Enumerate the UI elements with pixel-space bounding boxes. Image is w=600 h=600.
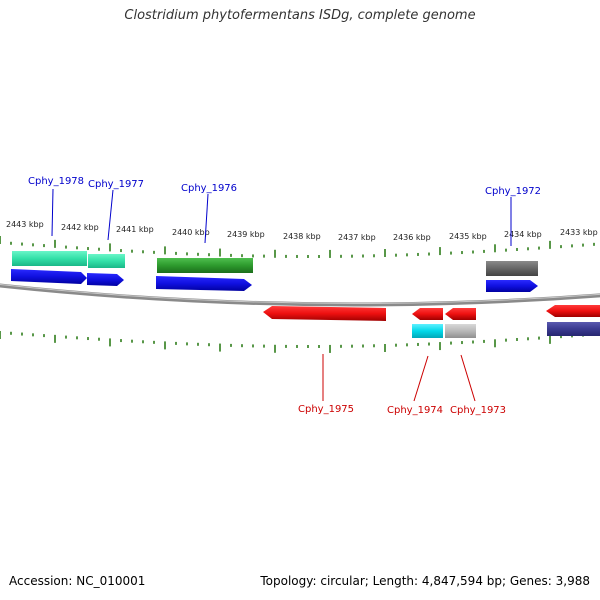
scale-label: 2440 kbp	[172, 228, 210, 237]
gene-arrow-cphy-1972[interactable]	[486, 280, 538, 292]
scale-ticks-top	[0, 236, 595, 258]
leader-line	[460, 354, 476, 402]
gene-arrow-cphy-1977[interactable]	[87, 273, 124, 286]
feature-bar-green[interactable]	[157, 258, 253, 273]
feature-track-lower	[412, 322, 600, 338]
scale-label: 2435 kbp	[449, 232, 487, 241]
scale-label: 2436 kbp	[393, 233, 431, 242]
feature-bar-cyan[interactable]	[412, 324, 443, 338]
genome-backbone-highlight	[0, 284, 600, 304]
gene-label-cphy-1972[interactable]: Cphy_1972	[485, 186, 541, 197]
gene-arrow-offscreen[interactable]	[546, 305, 600, 317]
reverse-cds-track	[263, 305, 600, 321]
leader-line	[413, 355, 429, 402]
gene-label-cphy-1978[interactable]: Cphy_1978	[28, 176, 84, 187]
feature-bar-teal[interactable]	[88, 254, 125, 268]
feature-bar-teal[interactable]	[12, 251, 87, 266]
map-title: Clostridium phytofermentans ISDg, comple…	[124, 8, 476, 23]
gene-label-cphy-1975[interactable]: Cphy_1975	[298, 404, 354, 415]
gene-arrow-cphy-1975[interactable]	[263, 306, 386, 321]
gene-label-cphy-1977[interactable]: Cphy_1977	[88, 179, 144, 190]
gene-arrow-cphy-1976[interactable]	[156, 276, 252, 291]
scale-ticks-bottom	[0, 331, 595, 353]
scale-label: 2438 kbp	[283, 232, 321, 241]
scale-labels: 2443 kbp 2442 kbp 2441 kbp 2440 kbp 2439…	[6, 220, 598, 242]
genome-summary-text: Topology: circular; Length: 4,847,594 bp…	[260, 574, 590, 588]
feature-bar-lightgray[interactable]	[445, 324, 476, 338]
scale-label: 2442 kbp	[61, 223, 99, 232]
feature-bar-gray[interactable]	[486, 261, 538, 276]
leader-line	[51, 188, 54, 237]
scale-label: 2441 kbp	[116, 225, 154, 234]
feature-track-upper	[12, 251, 538, 276]
feature-bar-navy[interactable]	[547, 322, 600, 336]
gene-label-leaders	[51, 188, 512, 402]
scale-label: 2434 kbp	[504, 230, 542, 239]
gene-label-cphy-1973[interactable]: Cphy_1973	[450, 405, 506, 416]
leader-line	[204, 193, 209, 244]
scale-label: 2433 kbp	[560, 228, 598, 237]
gene-arrow-cphy-1973[interactable]	[445, 308, 476, 320]
accession-text: Accession: NC_010001	[9, 574, 146, 588]
scale-label: 2443 kbp	[6, 220, 44, 229]
gene-arrow-cphy-1978[interactable]	[11, 269, 87, 284]
gene-label-cphy-1974[interactable]: Cphy_1974	[387, 405, 443, 416]
gene-labels: Cphy_1978 Cphy_1977 Cphy_1976 Cphy_1972 …	[28, 176, 541, 416]
genome-backbone	[0, 283, 600, 307]
leader-line	[107, 189, 114, 241]
scale-label: 2437 kbp	[338, 233, 376, 242]
gene-label-cphy-1976[interactable]: Cphy_1976	[181, 183, 237, 194]
forward-cds-track	[11, 269, 538, 292]
scale-label: 2439 kbp	[227, 230, 265, 239]
gene-arrow-cphy-1974[interactable]	[412, 308, 443, 320]
